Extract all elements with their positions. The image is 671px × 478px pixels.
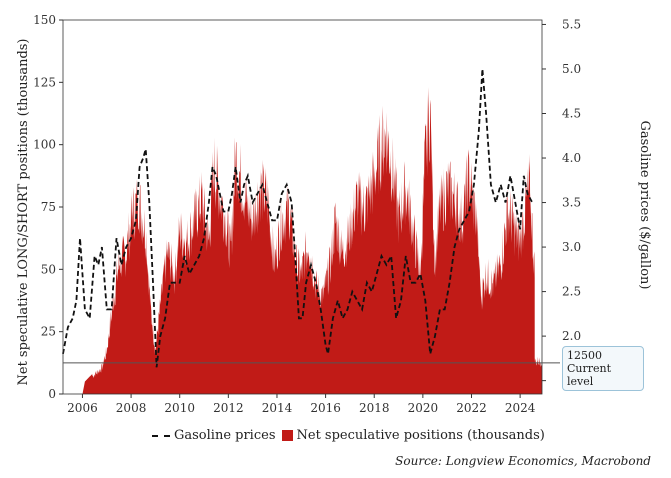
net-positions-area xyxy=(63,87,542,394)
net-positions-area-layer xyxy=(63,87,542,394)
y-tick-label: 50 xyxy=(41,262,56,276)
x-tick-label: 2008 xyxy=(116,401,147,415)
x-tick-label: 2010 xyxy=(164,401,195,415)
x-tick-label: 2012 xyxy=(213,401,244,415)
y2-tick-label: 2.5 xyxy=(562,285,581,299)
x-tick-label: 2016 xyxy=(310,401,341,415)
y2-tick-label: 5.5 xyxy=(562,17,581,31)
y-tick-label: 75 xyxy=(41,200,56,214)
y-tick-label: 150 xyxy=(33,13,56,27)
y-tick-label: 125 xyxy=(33,75,56,89)
y2-tick-label: 2.0 xyxy=(562,329,581,343)
current-level-value: 12500 xyxy=(567,349,602,362)
y2-tick-label: 3.0 xyxy=(562,240,581,254)
y2-tick-label: 4.5 xyxy=(562,107,581,121)
y2-tick-label: 5.0 xyxy=(562,62,581,76)
y2-tick-label: 3.5 xyxy=(562,196,581,210)
y-axis-title: Net speculative LONG/SHORT positions (th… xyxy=(16,38,31,385)
x-tick-label: 2014 xyxy=(262,401,293,415)
legend: Gasoline prices Net speculative position… xyxy=(152,428,551,443)
legend-label-net-positions: Net speculative positions (thousands) xyxy=(296,428,545,443)
current-level-callout: 12500 Current level xyxy=(562,346,644,391)
x-tick-label: 2006 xyxy=(67,401,98,415)
x-tick-label: 2020 xyxy=(408,401,439,415)
y-tick-label: 100 xyxy=(33,138,56,152)
legend-label-gasoline: Gasoline prices xyxy=(174,428,276,443)
y-tick-label: 0 xyxy=(48,387,56,401)
legend-swatch-box xyxy=(281,430,293,441)
y-tick-label: 25 xyxy=(41,325,56,339)
gasoline-price-line xyxy=(62,68,534,368)
legend-swatch-dashed-line xyxy=(152,434,170,437)
y2-axis-title: Gasoline prices ($/gallon) xyxy=(637,121,652,290)
x-tick-label: 2024 xyxy=(505,401,536,415)
gasoline-line-layer xyxy=(62,68,534,368)
legend-item-gasoline: Gasoline prices xyxy=(152,428,276,443)
axes-layer: 02550751001251501.52.02.53.03.54.04.55.0… xyxy=(33,13,581,415)
y2-tick-label: 4.0 xyxy=(562,151,581,165)
x-tick-label: 2018 xyxy=(359,401,390,415)
current-level-label: Current level xyxy=(567,362,612,388)
x-tick-label: 2022 xyxy=(456,401,487,415)
source-note: Source: Longview Economics, Macrobond xyxy=(395,454,651,468)
legend-item-net-positions: Net speculative positions (thousands) xyxy=(281,428,545,443)
